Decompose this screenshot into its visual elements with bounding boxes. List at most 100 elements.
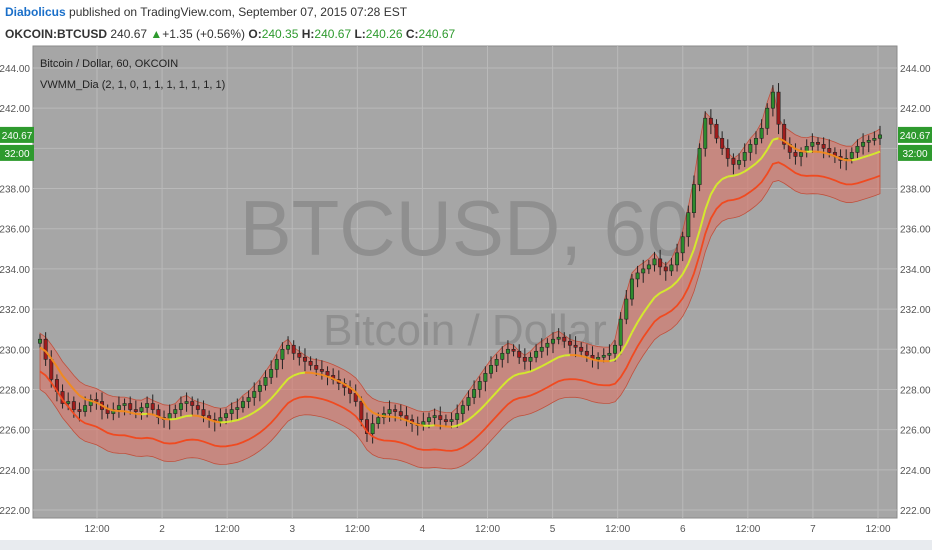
candle-body — [573, 344, 578, 348]
candle-body — [167, 413, 172, 420]
vwmm-mid-segment — [467, 414, 475, 421]
candle-body — [596, 357, 601, 360]
candle-body — [584, 350, 589, 356]
candle-body — [297, 352, 302, 358]
candle-body — [567, 340, 572, 346]
candle-body — [393, 409, 398, 412]
vwmm-mid-segment — [152, 413, 159, 418]
vwmm-mid-segment — [828, 153, 836, 158]
y-tick-label-right: 222.00 — [900, 506, 931, 517]
candle-body — [720, 138, 725, 149]
footer-bar — [0, 540, 932, 550]
vwmm-mid-segment — [704, 193, 712, 211]
vwmm-mid-segment — [354, 391, 363, 400]
y-tick-label-right: 234.00 — [900, 265, 931, 276]
price-tag-left: 240.67 — [2, 131, 33, 142]
candle-body — [505, 348, 510, 354]
vwmm-mid-segment — [158, 415, 165, 420]
candle-body — [613, 344, 618, 354]
candle-body — [116, 405, 121, 410]
symbol-label[interactable]: OKCOIN:BTCUSD — [5, 27, 107, 41]
vwmm-mid-segment — [394, 416, 402, 420]
vwmm-mid-segment — [360, 398, 368, 409]
vwmm-mid-segment — [61, 375, 69, 384]
vwmm-mid-segment — [484, 397, 492, 406]
vwmm-mid-segment — [451, 424, 458, 428]
candle-body — [308, 361, 313, 366]
vwmm-mid-segment — [778, 137, 785, 142]
candle-body — [173, 409, 178, 414]
candle-body — [184, 401, 189, 404]
candle-body — [38, 338, 42, 344]
candle-body — [128, 403, 133, 410]
candle-body — [66, 401, 71, 404]
vwmm-mid-segment — [772, 137, 779, 141]
last-price: 240.67 — [110, 27, 148, 41]
vwmm-mid-segment — [287, 374, 295, 380]
vwmm-mid-segment — [175, 416, 182, 421]
candle-body — [190, 401, 195, 406]
open-label: O: — [248, 27, 262, 41]
vwmm-mid-segment — [90, 399, 97, 404]
vwmm-mid-segment — [840, 157, 847, 162]
candle-body — [799, 152, 804, 157]
vwmm-lower-line — [39, 161, 881, 452]
price-tag-right: 240.67 — [900, 131, 931, 142]
vwmm-mid-segment — [473, 409, 481, 417]
candle-body — [539, 346, 544, 352]
price-tag-right-countdown: 32:00 — [902, 149, 927, 160]
vwmm-mid-segment — [366, 406, 374, 414]
candle-body — [432, 415, 437, 418]
vwmm-mid-segment — [698, 209, 707, 231]
candle-body — [748, 144, 753, 153]
vwmm-mid-segment — [208, 418, 216, 423]
y-tick-label-right: 224.00 — [900, 466, 931, 477]
vwmm-mid-segment — [659, 289, 667, 294]
vwmm-mid-segment — [519, 371, 525, 375]
vwmm-mid-segment — [710, 184, 718, 195]
candle-body — [725, 148, 730, 159]
vwmm-mid-segment — [535, 365, 543, 370]
open-value: 240.35 — [261, 27, 299, 41]
candle-body — [314, 365, 319, 370]
candle-body — [302, 357, 307, 362]
vwmm-mid-segment — [462, 418, 469, 425]
candle-body — [646, 264, 651, 270]
candle-body — [697, 148, 702, 185]
vwmm-mid-segment — [834, 155, 841, 160]
vwmm-mid-segment — [642, 304, 650, 314]
price-change: +1.35 (+0.56%) — [162, 27, 246, 41]
candle-body — [370, 423, 375, 434]
high-value: 240.67 — [314, 27, 352, 41]
vwmm-mid-segment — [275, 384, 284, 393]
vwmm-mid-segment — [625, 332, 633, 345]
vwmm-mid-segment — [456, 422, 464, 427]
vwmm-mid-segment — [530, 368, 537, 373]
candle-body — [528, 357, 533, 362]
vwmm-mid-segment — [738, 170, 746, 176]
chart-title: Bitcoin / Dollar, 60, OKCOIN — [40, 58, 178, 70]
candle-body — [782, 123, 787, 145]
indicator-label[interactable]: VWMM_Dia (2, 1, 0, 1, 1, 1, 1, 1, 1, 1) — [40, 79, 225, 91]
vwmm-mid-segment — [316, 372, 323, 376]
candle-body — [641, 268, 646, 274]
vwmm-mid-segment — [50, 357, 58, 368]
candle-body — [387, 409, 392, 414]
close-label: C: — [405, 27, 419, 41]
vwmm-mid-segment — [727, 174, 734, 178]
vwmm-mid-segment — [546, 359, 554, 365]
vwmm-mid-segment — [259, 403, 267, 410]
vwmm-mid-segment — [406, 419, 413, 424]
vwmm-mid-segment — [197, 414, 204, 419]
vwmm-mid-segment — [264, 397, 272, 405]
x-tick-label: 4 — [420, 524, 426, 535]
vwmm-mid-segment — [665, 285, 672, 292]
candle-body — [686, 212, 691, 238]
vwmm-mid-segment — [851, 158, 858, 162]
x-tick-label: 2 — [159, 524, 165, 535]
author-link[interactable]: Diabolicus — [5, 5, 66, 19]
vwmm-mid-segment — [253, 407, 261, 414]
candle-body — [494, 359, 499, 366]
vwmm-mid-segment — [124, 410, 131, 414]
